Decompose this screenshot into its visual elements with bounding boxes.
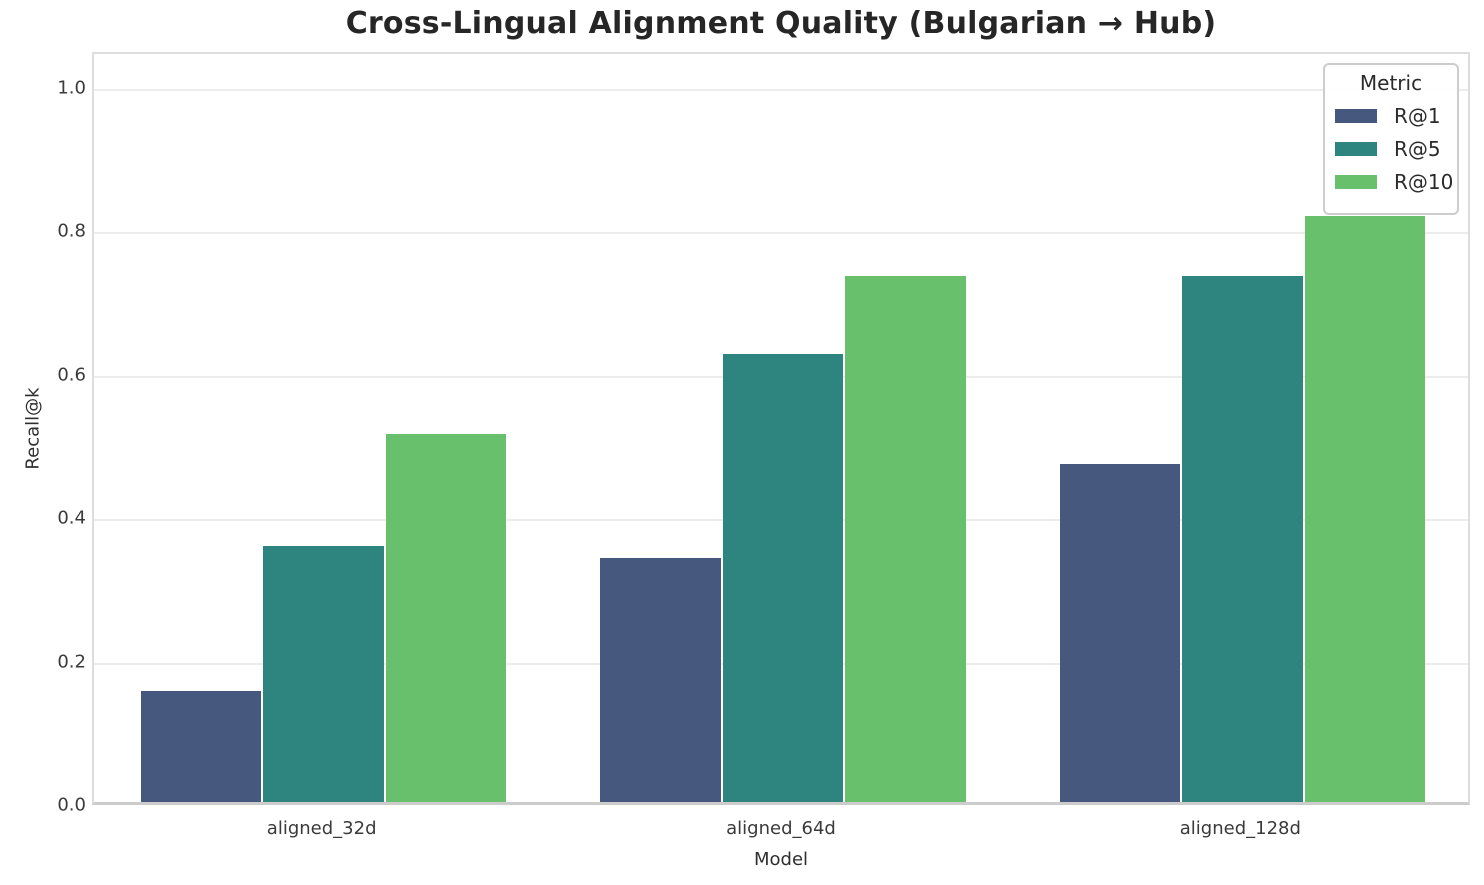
x-tick-label-aligned_64d: aligned_64d xyxy=(726,818,836,839)
legend-item-R@1: R@1 xyxy=(1335,104,1447,128)
y-tick-label: 1.0 xyxy=(57,77,86,99)
x-tick-label-aligned_128d: aligned_128d xyxy=(1179,818,1301,839)
gridline xyxy=(94,232,1468,235)
bar-aligned_128d-R@5 xyxy=(1182,275,1303,802)
gridline xyxy=(94,88,1468,91)
y-tick-label: 0.2 xyxy=(57,651,86,673)
legend-label: R@5 xyxy=(1394,137,1441,161)
y-axis-label: Recall@k xyxy=(22,387,44,470)
plot-area xyxy=(92,52,1470,805)
legend-items: R@1 R@5 R@10 xyxy=(1335,104,1453,194)
y-tick-label: 0.4 xyxy=(57,507,86,529)
legend-swatch-icon xyxy=(1335,109,1377,123)
y-tick-label: 0.8 xyxy=(57,220,86,242)
x-tick-label-aligned_32d: aligned_32d xyxy=(266,818,377,839)
legend-item-R@5: R@5 xyxy=(1335,137,1447,161)
legend-swatch-icon xyxy=(1335,175,1377,189)
legend-item-R@10: R@10 xyxy=(1335,170,1453,194)
legend-swatch-icon xyxy=(1335,142,1377,156)
bar-aligned_64d-R@10 xyxy=(845,275,966,802)
legend: Metric R@1 R@5 R@10 xyxy=(1323,63,1459,215)
bar-aligned_32d-R@10 xyxy=(385,434,507,802)
legend-title: Metric xyxy=(1359,71,1423,95)
bar-aligned_64d-R@5 xyxy=(722,353,844,802)
bar-aligned_128d-R@1 xyxy=(1059,464,1181,802)
bar-aligned_64d-R@1 xyxy=(600,558,721,802)
legend-label: R@10 xyxy=(1394,170,1454,194)
chart-title: Cross-Lingual Alignment Quality (Bulgari… xyxy=(345,6,1217,41)
legend-label: R@1 xyxy=(1394,104,1441,128)
bar-aligned_32d-R@5 xyxy=(263,545,384,802)
y-tick-label: 0.0 xyxy=(57,794,86,816)
bar-aligned_32d-R@1 xyxy=(140,690,262,802)
bar-aligned_128d-R@10 xyxy=(1304,216,1426,802)
x-axis-label: Model xyxy=(753,849,809,870)
y-tick-label: 0.6 xyxy=(57,364,86,386)
